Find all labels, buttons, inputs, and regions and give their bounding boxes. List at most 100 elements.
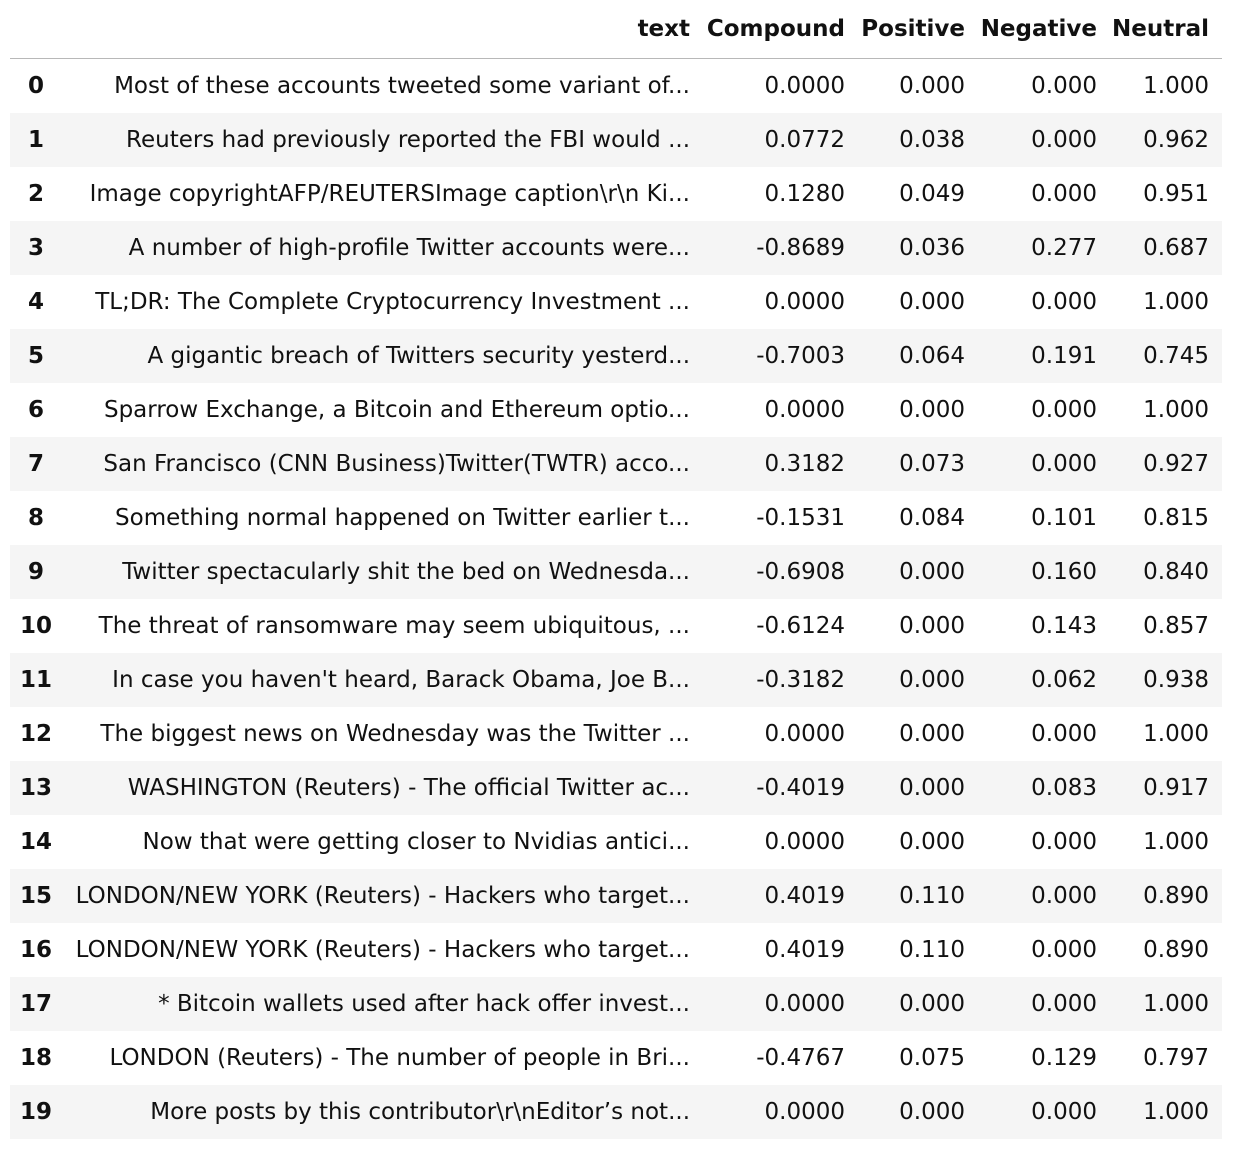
negative-cell: 0.000 xyxy=(1031,126,1097,153)
positive-header: Positive xyxy=(858,0,978,59)
compound-cell: 0.3182 xyxy=(764,450,845,477)
row-index: 16 xyxy=(19,936,52,963)
compound-cell: -0.3182 xyxy=(756,666,845,693)
neutral-cell: 1.000 xyxy=(1143,396,1209,423)
neutral-cell: 0.797 xyxy=(1143,1044,1209,1071)
table-row: 8 Something normal happened on Twitter ea… xyxy=(10,491,1222,545)
positive-cell: 0.038 xyxy=(899,126,965,153)
compound-cell: 0.0000 xyxy=(764,72,845,99)
positive-cell: 0.110 xyxy=(899,882,965,909)
positive-cell: 0.110 xyxy=(899,936,965,963)
table-row: 15 LONDON/NEW YORK (Reuters) - Hackers wh… xyxy=(10,868,1222,923)
row-index: 13 xyxy=(19,774,52,801)
compound-cell: -0.8689 xyxy=(756,234,845,261)
table-row: 0 Most of these accounts tweeted some var… xyxy=(10,59,1222,113)
row-index: 18 xyxy=(19,1044,52,1071)
text-cell: LONDON/NEW YORK (Reuters) - Hackers who … xyxy=(75,936,690,963)
compound-cell: 0.4019 xyxy=(764,936,845,963)
row-index: 2 xyxy=(27,180,44,207)
table-row: 10 The threat of ransomware may seem ubiq… xyxy=(10,599,1222,653)
neutral-cell: 0.951 xyxy=(1143,180,1209,207)
negative-cell: 0.000 xyxy=(1031,990,1097,1017)
negative-cell: 0.062 xyxy=(1031,666,1097,693)
table-row: 19 More posts by this contributor\r\nEdit… xyxy=(10,1084,1222,1139)
row-index: 10 xyxy=(19,612,52,639)
compound-cell: 0.0000 xyxy=(764,990,845,1017)
table-row: 18 LONDON (Reuters) - The number of peopl… xyxy=(10,1031,1222,1085)
positive-cell: 0.073 xyxy=(899,450,965,477)
text-cell: LONDON/NEW YORK (Reuters) - Hackers who … xyxy=(75,882,690,909)
table-row: 6 Sparrow Exchange, a Bitcoin and Ethereu… xyxy=(10,383,1222,437)
neutral-header: Neutral xyxy=(1110,0,1222,59)
text-cell: A gigantic breach of Twitters security y… xyxy=(147,342,691,369)
compound-cell: -0.6908 xyxy=(756,558,845,585)
positive-cell: 0.000 xyxy=(899,612,965,639)
compound-cell: -0.7003 xyxy=(756,342,845,369)
negative-cell: 0.000 xyxy=(1031,720,1097,747)
text-cell: WASHINGTON (Reuters) - The official Twit… xyxy=(127,774,690,801)
neutral-cell: 1.000 xyxy=(1143,1098,1209,1125)
negative-cell: 0.000 xyxy=(1031,180,1097,207)
row-index: 1 xyxy=(27,126,44,153)
neutral-cell: 0.927 xyxy=(1143,450,1209,477)
table-row: 3 A number of high-profile Twitter accoun… xyxy=(10,220,1222,275)
negative-cell: 0.000 xyxy=(1031,936,1097,963)
table-row: 9 Twitter spectacularly shit the bed on W… xyxy=(10,544,1222,599)
neutral-cell: 0.938 xyxy=(1143,666,1209,693)
row-index: 17 xyxy=(19,990,52,1017)
compound-cell: 0.4019 xyxy=(764,882,845,909)
positive-cell: 0.084 xyxy=(899,504,965,531)
text-cell: More posts by this contributor\r\nEditor… xyxy=(150,1098,690,1125)
negative-cell: 0.160 xyxy=(1031,558,1097,585)
table-header: text Compound Positive Negative Neutral xyxy=(10,0,1222,59)
negative-cell: 0.000 xyxy=(1031,288,1097,315)
table-row: 14 Now that were getting closer to Nvidia… xyxy=(10,815,1222,869)
table-row: 2 Image copyrightAFP/REUTERSImage caption… xyxy=(10,167,1222,221)
text-cell: In case you haven't heard, Barack Obama,… xyxy=(112,666,690,693)
text-cell: Twitter spectacularly shit the bed on We… xyxy=(122,558,690,585)
neutral-cell: 1.000 xyxy=(1143,990,1209,1017)
text-header: text xyxy=(62,0,703,59)
neutral-cell: 0.687 xyxy=(1143,234,1209,261)
table-row: 7 San Francisco (CNN Business)Twitter(TWT… xyxy=(10,436,1222,491)
positive-cell: 0.000 xyxy=(899,666,965,693)
text-cell: LONDON (Reuters) - The number of people … xyxy=(109,1044,690,1071)
positive-cell: 0.000 xyxy=(899,990,965,1017)
negative-cell: 0.000 xyxy=(1031,72,1097,99)
text-cell: Most of these accounts tweeted some vari… xyxy=(114,72,690,99)
header-row: text Compound Positive Negative Neutral xyxy=(10,0,1222,59)
negative-cell: 0.191 xyxy=(1031,342,1097,369)
text-cell: TL;DR: The Complete Cryptocurrency Inves… xyxy=(95,288,690,315)
compound-cell: 0.1280 xyxy=(764,180,845,207)
positive-cell: 0.000 xyxy=(899,720,965,747)
compound-cell: 0.0000 xyxy=(764,1098,845,1125)
negative-cell: 0.143 xyxy=(1031,612,1097,639)
dataframe-output: text Compound Positive Negative Neutral 0 Mos… xyxy=(10,0,1222,1139)
negative-cell: 0.000 xyxy=(1031,882,1097,909)
compound-cell: -0.4767 xyxy=(756,1044,845,1071)
positive-cell: 0.000 xyxy=(899,774,965,801)
negative-cell: 0.000 xyxy=(1031,450,1097,477)
neutral-cell: 1.000 xyxy=(1143,72,1209,99)
text-cell: Image copyrightAFP/REUTERSImage caption\… xyxy=(89,180,690,207)
text-cell: The biggest news on Wednesday was the Tw… xyxy=(100,720,690,747)
negative-cell: 0.129 xyxy=(1031,1044,1097,1071)
table-row: 1 Reuters had previously reported the FBI… xyxy=(10,112,1222,167)
neutral-cell: 0.890 xyxy=(1143,936,1209,963)
neutral-cell: 0.857 xyxy=(1143,612,1209,639)
compound-cell: 0.0000 xyxy=(764,396,845,423)
index-header xyxy=(10,0,62,59)
compound-cell: -0.4019 xyxy=(756,774,845,801)
negative-cell: 0.101 xyxy=(1031,504,1097,531)
row-index: 9 xyxy=(27,558,44,585)
table-row: 17 * Bitcoin wallets used after hack offe… xyxy=(10,976,1222,1031)
negative-cell: 0.277 xyxy=(1031,234,1097,261)
negative-cell: 0.000 xyxy=(1031,828,1097,855)
row-index: 8 xyxy=(27,504,44,531)
table-row: 13 WASHINGTON (Reuters) - The official Tw… xyxy=(10,760,1222,815)
table-row: 11 In case you haven't heard, Barack Obam… xyxy=(10,652,1222,707)
table-row: 16 LONDON/NEW YORK (Reuters) - Hackers wh… xyxy=(10,923,1222,977)
positive-cell: 0.075 xyxy=(899,1044,965,1071)
negative-cell: 0.000 xyxy=(1031,1098,1097,1125)
compound-cell: 0.0772 xyxy=(764,126,845,153)
